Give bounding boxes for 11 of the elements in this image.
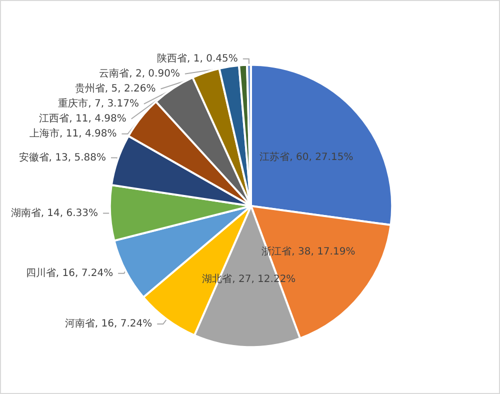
slice-label: 江西省, 11, 4.98% xyxy=(39,112,126,124)
slice-label: 湖南省, 14, 6.33% xyxy=(10,206,98,219)
slice-label: 河南省, 16, 7.24% xyxy=(64,318,152,330)
slice-label: 上海市, 11, 4.98% xyxy=(30,127,117,140)
slice-label: 安徽省, 13, 5.88% xyxy=(18,151,106,164)
slice-label: 云南省, 2, 0.90% xyxy=(99,67,180,80)
slice-label: 陕西省, 1, 0.45% xyxy=(157,52,238,64)
slice-label: 贵州省, 5, 2.26% xyxy=(74,82,156,94)
slice-label: 江苏省, 60, 27.15% xyxy=(260,151,354,164)
slice-label: 重庆市, 7, 3.17% xyxy=(58,97,139,110)
slice-label: 四川省, 16, 7.24% xyxy=(26,266,114,279)
